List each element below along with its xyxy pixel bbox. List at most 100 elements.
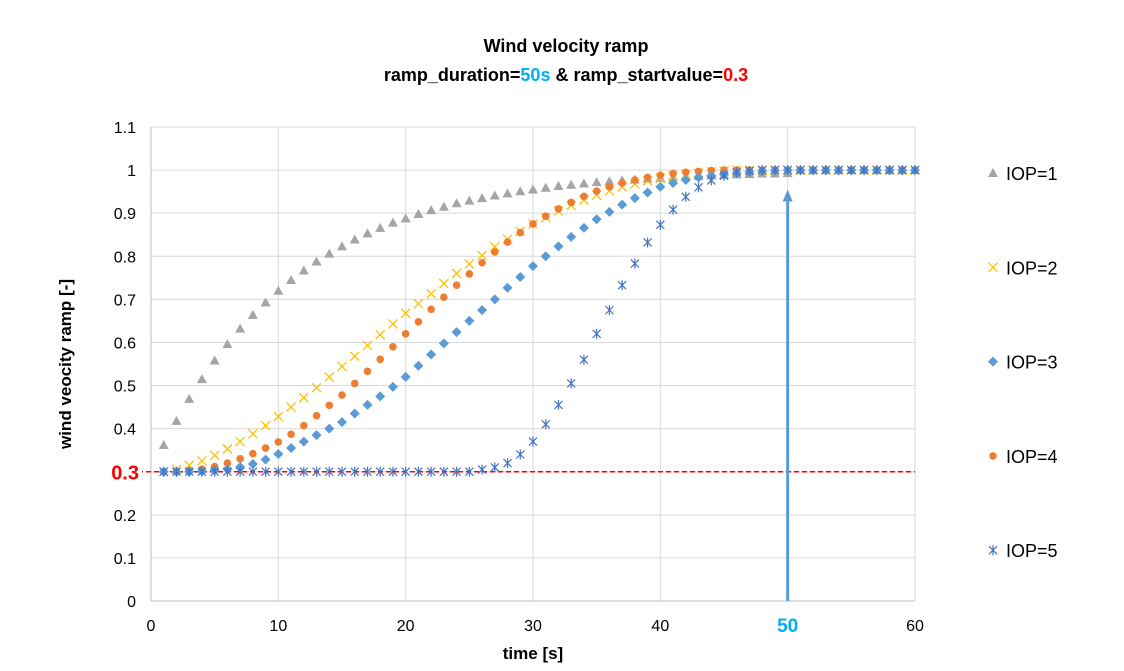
data-point <box>821 165 831 176</box>
data-point <box>389 342 397 351</box>
data-point <box>694 182 703 193</box>
data-point <box>643 173 652 182</box>
data-point <box>286 274 297 284</box>
y-tick-label: 1.1 <box>114 120 136 137</box>
data-point <box>502 282 513 293</box>
data-point <box>681 191 691 202</box>
data-point <box>247 428 258 439</box>
data-point <box>732 167 742 178</box>
subtitle-part: ramp_duration= <box>384 65 521 85</box>
series-iop-4 <box>159 166 919 476</box>
data-point <box>490 462 500 473</box>
data-point <box>528 261 538 272</box>
data-point <box>591 177 602 187</box>
data-point <box>324 248 335 258</box>
data-point <box>426 466 436 477</box>
data-point <box>260 297 271 307</box>
legend-label: IOP=2 <box>1006 258 1058 278</box>
data-point <box>376 355 385 364</box>
data-point <box>324 466 334 477</box>
data-point <box>210 466 220 477</box>
data-point <box>515 449 525 460</box>
data-point <box>656 171 665 180</box>
data-point <box>287 430 295 439</box>
data-point <box>350 466 360 477</box>
data-point <box>362 228 373 238</box>
data-point <box>566 378 576 389</box>
data-point <box>489 190 500 200</box>
data-point <box>274 438 283 446</box>
y-tick-label: 0.9 <box>114 206 136 223</box>
data-point <box>375 391 386 402</box>
data-point <box>222 466 232 477</box>
data-point <box>591 214 602 225</box>
data-point <box>529 220 537 228</box>
data-point <box>413 209 424 219</box>
data-point <box>783 165 793 176</box>
data-point <box>300 421 308 430</box>
data-point <box>298 265 309 275</box>
data-point <box>452 466 462 477</box>
data-point <box>757 165 767 176</box>
data-point <box>515 271 526 282</box>
data-point <box>438 338 449 349</box>
legend-marker-diamond-icon <box>988 356 998 367</box>
y-tick-label: 0.2 <box>114 508 136 525</box>
data-point <box>451 268 462 279</box>
data-point <box>312 466 321 477</box>
data-point <box>273 466 283 477</box>
y-tick-label: 0.5 <box>114 379 136 396</box>
data-point <box>897 165 907 176</box>
data-point <box>464 259 475 269</box>
data-point <box>464 466 474 477</box>
data-point <box>668 204 678 215</box>
data-point <box>311 382 322 393</box>
data-point <box>362 399 373 410</box>
data-point <box>680 175 691 186</box>
data-point <box>477 193 488 203</box>
data-point <box>477 305 488 316</box>
data-point <box>451 198 462 208</box>
data-point <box>516 228 525 237</box>
data-point <box>350 379 359 388</box>
data-point <box>452 281 461 289</box>
legend-label: IOP=1 <box>1006 164 1058 184</box>
data-point <box>247 458 258 469</box>
data-point <box>196 455 207 466</box>
data-point <box>261 466 271 477</box>
legend-marker-x-icon <box>988 262 998 273</box>
data-point <box>338 391 346 399</box>
x-tick-label: 60 <box>906 618 924 635</box>
data-point <box>541 419 551 430</box>
data-point <box>604 176 615 186</box>
data-point <box>795 165 805 176</box>
data-point <box>363 466 372 477</box>
data-point <box>286 443 297 454</box>
data-point <box>553 181 564 191</box>
data-point <box>706 175 716 186</box>
data-point <box>630 258 640 269</box>
data-point <box>655 219 665 230</box>
data-point <box>236 455 244 463</box>
data-point <box>197 466 207 477</box>
data-point <box>222 339 233 349</box>
data-point <box>325 401 334 410</box>
data-point <box>618 179 626 187</box>
legend-label: IOP=3 <box>1006 353 1058 373</box>
chart-title: Wind velocity ramp <box>484 36 649 56</box>
data-point <box>491 248 499 256</box>
data-point <box>477 250 488 261</box>
data-point <box>451 327 462 338</box>
data-points <box>158 165 920 477</box>
data-point <box>387 381 398 392</box>
subtitle-part: 50s <box>520 65 550 85</box>
y-axis-title: wind veocity ramp [-] <box>56 279 75 450</box>
data-point <box>605 183 614 191</box>
data-point <box>209 355 220 365</box>
data-point <box>235 466 245 477</box>
x-tick-label: 0 <box>147 618 156 635</box>
data-point <box>631 176 639 184</box>
data-point <box>592 187 601 196</box>
legend-marker-triangle-icon <box>988 168 998 177</box>
data-point <box>465 270 474 278</box>
